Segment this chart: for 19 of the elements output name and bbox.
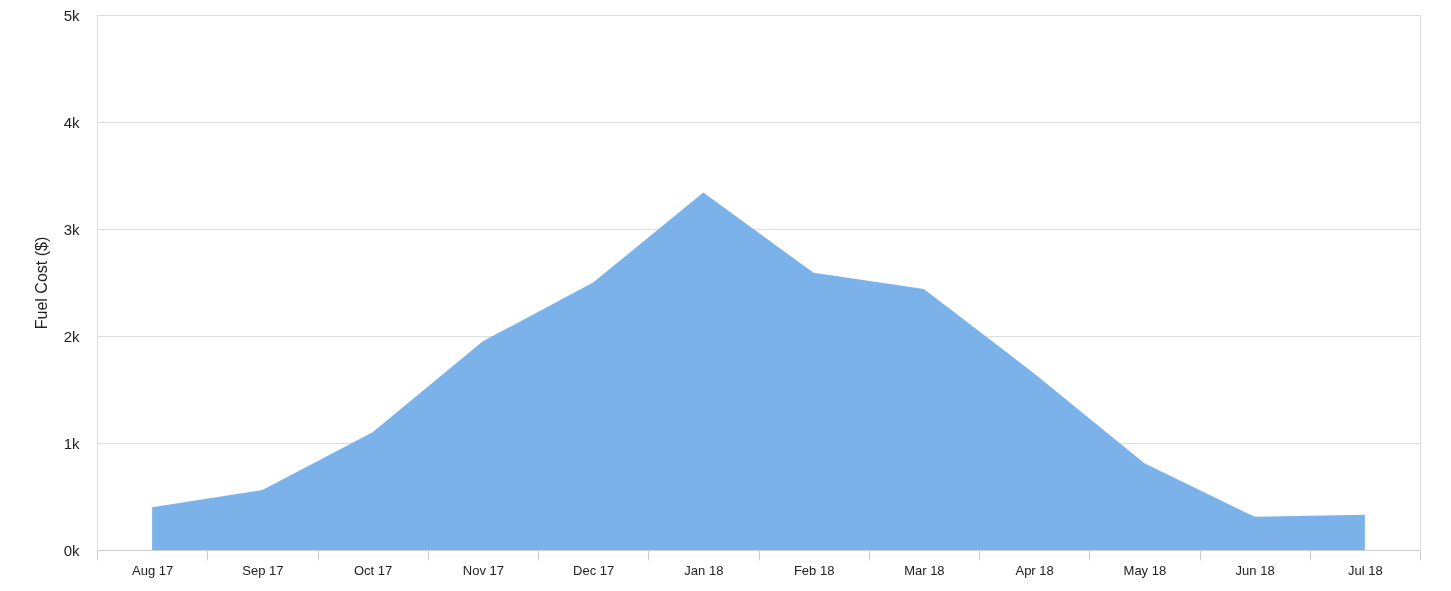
y-tick-label: 0k (63, 541, 80, 559)
y-tick-label: 3k (63, 220, 80, 238)
x-tick-label: Jan 18 (684, 562, 724, 578)
y-tick-label: 2k (63, 327, 80, 345)
x-tick-label: Jun 18 (1235, 562, 1275, 578)
x-tick-label: Feb 18 (793, 562, 835, 578)
x-tick-label: Mar 18 (904, 562, 945, 578)
x-tick-label: May 18 (1123, 562, 1167, 578)
x-tick-label: Nov 17 (462, 562, 504, 578)
x-tick-label: Apr 18 (1015, 562, 1054, 578)
y-tick-label: 1k (63, 434, 80, 452)
y-tick-label: 4k (63, 113, 80, 131)
x-tick-label: Aug 17 (132, 562, 174, 578)
x-tick-label: Jul 18 (1348, 562, 1383, 578)
y-axis-title: Fuel Cost ($) (32, 236, 50, 330)
x-tick-label: Sep 17 (242, 562, 284, 578)
x-tick-label: Dec 17 (573, 562, 615, 578)
y-tick-label: 5k (63, 6, 80, 24)
x-tick-label: Oct 17 (353, 562, 393, 578)
